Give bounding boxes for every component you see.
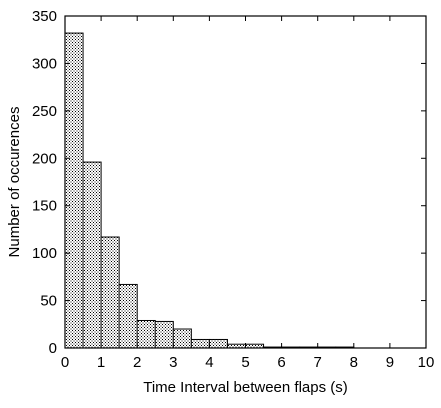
- x-tick-label: 8: [350, 354, 358, 371]
- histogram-bars: [64, 32, 355, 349]
- y-tick-label: 250: [32, 103, 57, 120]
- y-tick-label: 300: [32, 55, 57, 72]
- histogram-bar: [100, 236, 120, 349]
- x-tick-label: 4: [205, 354, 213, 371]
- x-tick-label: 0: [61, 354, 69, 371]
- y-tick-label: 200: [32, 150, 57, 167]
- y-axis-ticks: 0 50 100 150 200 250 300 350: [32, 8, 426, 357]
- y-axis-label: Number of occurences: [6, 107, 23, 258]
- x-axis-ticks: 0 1 2 3 4 5 6 7 8 9 10: [61, 16, 435, 371]
- histogram-bar: [190, 338, 210, 349]
- x-tick-label: 6: [277, 354, 285, 371]
- y-tick-label: 350: [32, 8, 57, 25]
- y-tick-label: 0: [49, 340, 57, 357]
- x-tick-label: 2: [133, 354, 141, 371]
- histogram-bar: [118, 283, 138, 349]
- histogram-bar: [154, 320, 174, 349]
- x-tick-label: 1: [97, 354, 105, 371]
- x-axis-label: Time Interval between flaps (s): [143, 379, 348, 396]
- histogram-bar: [82, 161, 102, 349]
- x-tick-label: 9: [386, 354, 394, 371]
- histogram-bar: [208, 338, 228, 349]
- x-tick-label: 10: [418, 354, 435, 371]
- x-tick-label: 7: [314, 354, 322, 371]
- y-tick-label: 100: [32, 245, 57, 262]
- histogram-bar: [172, 328, 192, 349]
- histogram-bar: [136, 319, 156, 349]
- x-tick-label: 5: [241, 354, 249, 371]
- x-tick-label: 3: [169, 354, 177, 371]
- y-tick-label: 50: [40, 293, 57, 310]
- y-tick-label: 150: [32, 198, 57, 215]
